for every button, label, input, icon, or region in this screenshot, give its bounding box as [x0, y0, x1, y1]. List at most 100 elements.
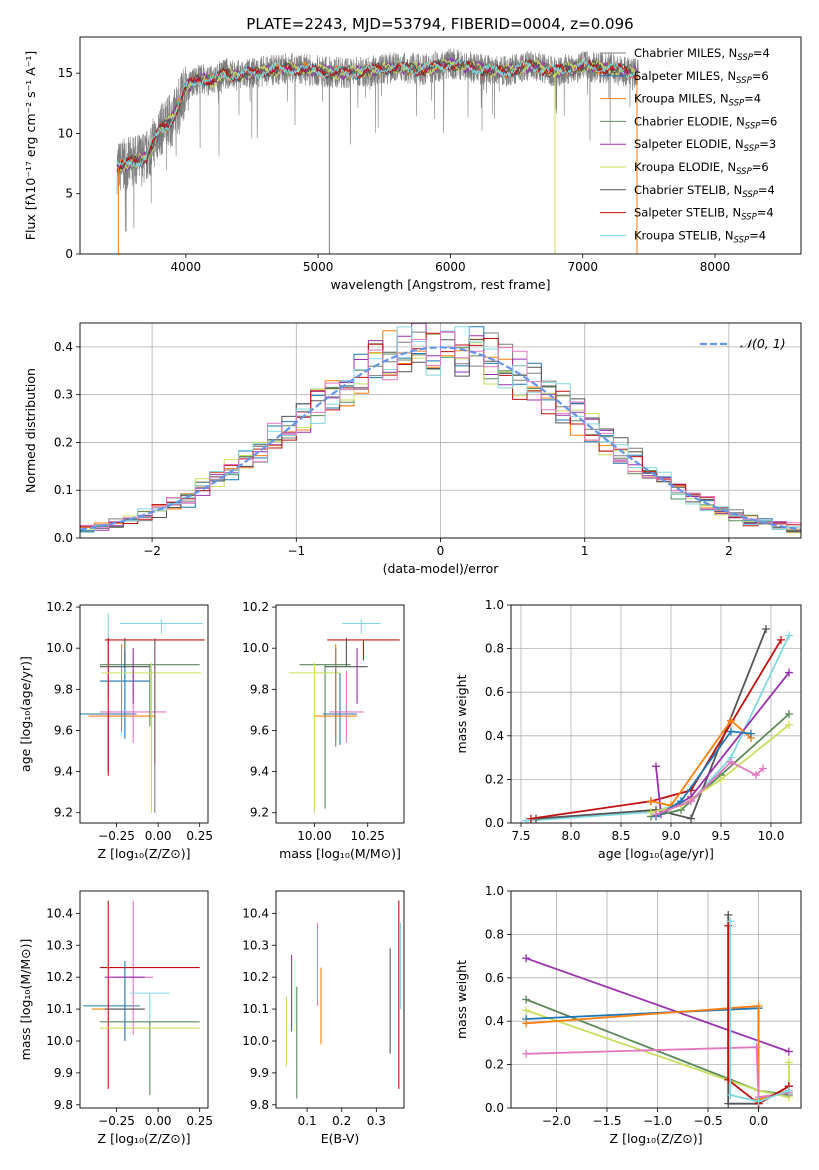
x-tick-label: 0.00 — [145, 829, 172, 843]
legend-label: Salpeter STELIB, NSSP=4 — [634, 206, 774, 223]
legend-label-suffix: =6 — [752, 160, 769, 174]
legend-label-subscript: SSP — [737, 53, 753, 63]
x-tick-label: 8000 — [700, 260, 731, 274]
panel-Z_vs_age: −0.25 0.00 0.25 9.2 9.4 9.6 9.8 10.0 10.2 Z [log₁… — [18, 600, 213, 861]
panel-Z_vs_mass: −0.25 0.00 0.25 9.8 9.9 10.0 10.1 10.2 10.3 10.4 Z… — [18, 890, 213, 1146]
data-point-marker — [762, 624, 770, 633]
data-point-marker — [784, 1086, 793, 1095]
panel-spectrum: 4000 5000 6000 7000 8000 0 5 10 15 wavelength [An… — [23, 36, 802, 292]
panel-mass_vs_age: 10.00 10.25 9.2 9.4 9.6 9.8 10.0 10.2 mass [log₁… — [242, 600, 405, 861]
axes-frame — [275, 890, 405, 1109]
y-tick-label: 10.2 — [46, 600, 73, 614]
x-axis-label: Z [log₁₀(Z/Z⊙)] — [98, 1131, 191, 1146]
x-tick-label: 5000 — [303, 260, 334, 274]
data-point-marker — [785, 720, 793, 729]
data-point-marker — [747, 729, 755, 738]
data-point-marker — [522, 1049, 531, 1058]
data-point-marker — [522, 816, 530, 823]
panel-EBV_vs_mass: 0.1 0.2 0.3 9.8 9.9 10.0 10.1 10.2 10.3 10.4 E(B-V… — [242, 890, 405, 1146]
data-point-marker — [522, 1006, 531, 1015]
series-line — [729, 921, 790, 1103]
plot-area — [522, 910, 793, 1108]
series-line — [655, 672, 790, 816]
x-tick-label: −0.25 — [98, 1114, 135, 1128]
y-tick-label: 9.6 — [54, 723, 73, 737]
model-fit-line — [116, 58, 639, 173]
data-point-marker — [726, 1090, 735, 1099]
grid — [511, 604, 801, 824]
data-point-marker — [717, 775, 725, 784]
y-tick-label: 10.1 — [242, 1002, 269, 1016]
data-point-marker — [687, 814, 695, 823]
y-tick-label: 0.2 — [485, 1058, 504, 1072]
x-tick-label: 8.5 — [611, 829, 630, 843]
y-tick-label: 10.2 — [242, 600, 269, 614]
x-tick-label: 7.5 — [511, 829, 530, 843]
x-tick-label: 9.5 — [711, 829, 730, 843]
axes-frame — [510, 604, 802, 824]
y-tick-label: 9.8 — [54, 682, 73, 696]
y-axis-label: age [log₁₀(age/yr)] — [18, 656, 33, 772]
data-point-marker — [784, 1058, 793, 1067]
data-point-marker — [727, 716, 735, 725]
legend-label: Kroupa MILES, NSSP=4 — [634, 92, 761, 109]
panel-Z_vs_massweight: −2.0 −1.5 −1.0 −0.5 0.0 0.0 0.2 0.4 0.6 0.8 1.0 Z [… — [454, 884, 802, 1146]
legend-label: 𝒩(0, 1) — [740, 336, 786, 351]
y-tick-label: 9.8 — [250, 682, 269, 696]
plot-area — [80, 613, 205, 813]
legend-label-text: Chabrier ELODIE, N — [634, 114, 745, 128]
y-tick-label: 1.0 — [485, 598, 504, 612]
y-tick-label: 9.4 — [250, 765, 269, 779]
y-tick-label: 5 — [65, 187, 73, 201]
y-tick-label: 9.9 — [250, 1066, 269, 1080]
data-point-marker — [754, 1097, 763, 1106]
y-tick-label: 0.6 — [485, 971, 504, 985]
data-point-marker — [785, 631, 793, 640]
axes-frame — [510, 890, 802, 1109]
x-tick-label: 10.00 — [297, 829, 331, 843]
legend-label: Chabrier MILES, NSSP=4 — [634, 46, 770, 63]
axes-frame — [79, 322, 802, 539]
x-tick-label: −2 — [143, 544, 161, 558]
legend-label-suffix: =6 — [760, 114, 777, 128]
axes-frame — [79, 604, 209, 824]
series-line — [525, 635, 790, 822]
legend-label-text: Salpeter STELIB, N — [634, 206, 741, 220]
x-tick-label: 8.0 — [561, 829, 580, 843]
x-axis-label: Z [log₁₀(Z/Z⊙)] — [610, 1131, 703, 1146]
axes-frame — [79, 890, 209, 1109]
data-point-marker — [652, 810, 660, 819]
legend-label-text: Chabrier MILES, N — [634, 46, 737, 60]
legend-label: Salpeter MILES, NSSP=6 — [634, 69, 769, 86]
data-point-marker — [522, 1019, 531, 1028]
plot-area — [80, 323, 801, 534]
y-tick-label: 0.4 — [485, 1014, 504, 1028]
x-axis-label: mass [log₁₀(M/M⊙)] — [279, 846, 401, 861]
y-tick-label: 10.1 — [46, 1002, 73, 1016]
y-tick-label: 0.8 — [485, 927, 504, 941]
data-point-marker — [724, 1099, 733, 1108]
y-tick-label: 0.1 — [54, 483, 73, 497]
y-tick-label: 10 — [58, 126, 73, 140]
y-tick-label: 10.4 — [242, 906, 269, 920]
data-point-marker — [727, 727, 735, 736]
x-tick-label: 0.25 — [186, 1114, 213, 1128]
x-tick-label: 0 — [437, 544, 445, 558]
axes-frame — [275, 604, 405, 824]
y-tick-label: 0 — [65, 247, 73, 261]
y-axis-label: mass weight — [454, 674, 469, 753]
y-tick-label: 9.6 — [250, 723, 269, 737]
y-axis-label: mass [log₁₀(M/M⊙)] — [18, 939, 33, 1061]
legend-label-subscript: SSP — [736, 76, 752, 86]
x-axis-label: age [log₁₀(age/yr)] — [598, 846, 714, 861]
x-tick-label: 0.1 — [298, 1114, 317, 1128]
legend-label-text: Kroupa STELIB, N — [634, 228, 734, 242]
legend-label: Salpeter ELODIE, NSSP=3 — [634, 137, 776, 154]
data-point-marker — [677, 797, 685, 806]
data-point-marker — [785, 710, 793, 718]
legend-label-subscript: SSP — [745, 121, 761, 131]
y-tick-label: 0.2 — [485, 772, 504, 786]
y-axis-label: mass weight — [454, 960, 469, 1039]
legend-label-text: Kroupa ELODIE, N — [634, 160, 736, 174]
